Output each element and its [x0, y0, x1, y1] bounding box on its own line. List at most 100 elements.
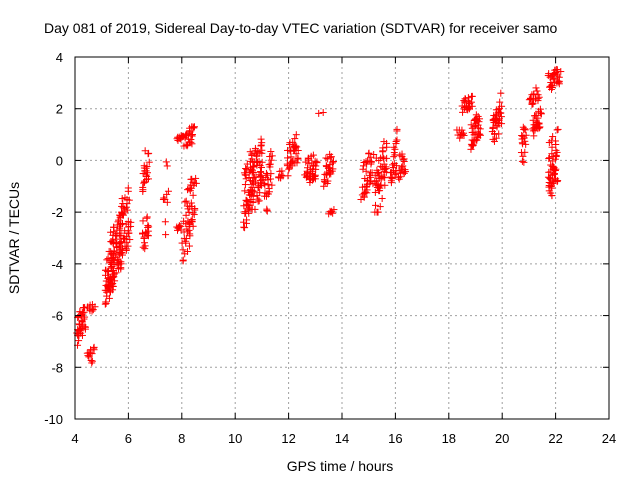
data-point: [553, 126, 561, 134]
data-point: [329, 165, 337, 173]
data-point: [530, 90, 538, 98]
data-point: [258, 158, 266, 166]
data-point: [241, 181, 249, 189]
data-point: [105, 268, 113, 276]
data-point: [319, 109, 327, 117]
data-point: [292, 131, 300, 139]
data-point: [141, 239, 149, 247]
x-tick-label: 10: [228, 431, 242, 446]
data-point: [529, 100, 537, 108]
data-point: [182, 130, 190, 138]
data-point: [554, 125, 562, 133]
data-point: [252, 151, 260, 159]
data-point: [324, 155, 332, 163]
data-point: [289, 157, 297, 165]
data-point: [320, 176, 328, 184]
data-point: [376, 203, 384, 211]
data-point: [191, 206, 199, 214]
x-tick-label: 14: [335, 431, 349, 446]
data-point: [192, 179, 200, 187]
data-point: [315, 109, 323, 117]
data-point: [284, 154, 292, 162]
data-point: [492, 134, 500, 142]
data-point: [163, 162, 171, 170]
data-point: [497, 109, 505, 117]
data-point: [294, 146, 302, 154]
data-point: [118, 249, 126, 257]
data-point: [258, 139, 266, 147]
data-point: [522, 131, 530, 139]
y-tick-label: -10: [44, 412, 63, 427]
y-tick-label: -4: [51, 257, 63, 272]
data-point: [250, 187, 258, 195]
data-point: [91, 303, 99, 311]
data-point: [190, 211, 198, 219]
data-point: [459, 108, 467, 116]
data-point: [253, 152, 261, 160]
data-point: [127, 218, 135, 226]
data-point: [308, 176, 316, 184]
x-tick-label: 20: [495, 431, 509, 446]
data-point: [101, 300, 109, 308]
data-point: [145, 158, 153, 166]
data-point: [144, 232, 152, 240]
data-point: [476, 130, 484, 138]
data-point: [521, 125, 529, 133]
data-point: [266, 163, 274, 171]
data-point: [145, 223, 153, 231]
data-point: [249, 168, 257, 176]
data-point: [110, 223, 118, 231]
data-point: [398, 165, 406, 173]
y-axis-label: SDTVAR / TECUs: [6, 182, 22, 294]
data-point: [287, 153, 295, 161]
data-point: [81, 323, 89, 331]
data-point: [549, 133, 557, 141]
data-point: [458, 131, 466, 139]
y-tick-label: 4: [56, 50, 63, 65]
data-point: [186, 127, 194, 135]
data-point: [391, 145, 399, 153]
data-point: [109, 282, 117, 290]
data-point: [553, 66, 561, 74]
data-point: [379, 144, 387, 152]
data-point: [552, 151, 560, 159]
data-point: [249, 192, 257, 200]
data-point: [379, 173, 387, 181]
data-point: [184, 186, 192, 194]
data-point: [179, 256, 187, 264]
y-tick-label: 2: [56, 102, 63, 117]
data-point: [188, 140, 196, 148]
data-point: [117, 260, 125, 268]
data-point: [139, 183, 147, 191]
data-point: [126, 236, 134, 244]
data-point: [278, 167, 286, 175]
data-point: [243, 216, 251, 224]
data-point: [140, 234, 148, 242]
data-point: [143, 163, 151, 171]
data-point: [379, 153, 387, 161]
data-point: [402, 168, 410, 176]
data-point: [374, 169, 382, 177]
data-point: [182, 211, 190, 219]
data-point: [105, 294, 113, 302]
data-point: [521, 137, 529, 145]
data-points: [73, 65, 565, 367]
data-point: [497, 113, 505, 121]
data-point: [371, 188, 379, 196]
data-point: [498, 102, 506, 110]
data-point: [89, 306, 97, 314]
data-point: [190, 123, 198, 131]
data-point: [329, 209, 337, 217]
data-point: [123, 206, 131, 214]
data-point: [241, 224, 249, 232]
data-point: [552, 141, 560, 149]
data-point: [376, 187, 384, 195]
data-point: [534, 95, 542, 103]
data-point: [374, 208, 382, 216]
data-point: [498, 120, 506, 128]
data-point: [182, 197, 190, 205]
data-point: [119, 204, 127, 212]
data-point: [143, 169, 151, 177]
data-point: [553, 148, 561, 156]
data-point: [242, 165, 250, 173]
